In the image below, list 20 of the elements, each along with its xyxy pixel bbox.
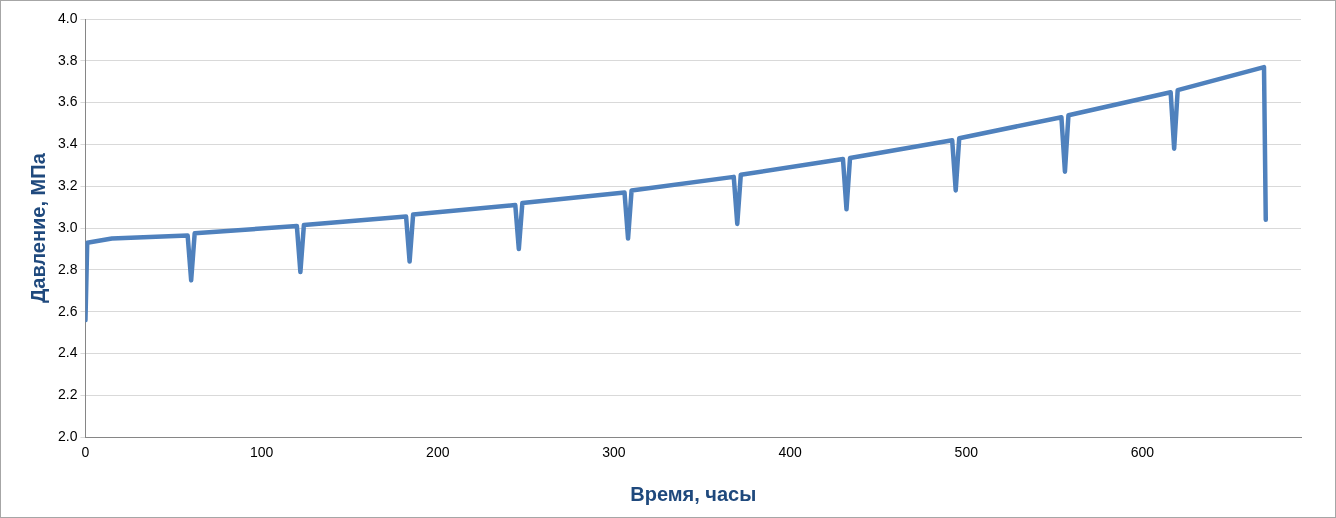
x-tick-label: 0 — [81, 444, 90, 461]
y-tick-label: 3.4 — [57, 135, 78, 152]
x-tick-label: 300 — [602, 444, 626, 461]
y-tick-label: 4.0 — [57, 9, 78, 26]
x-tick-label: 100 — [249, 444, 274, 461]
y-tick-label: 3.8 — [57, 51, 78, 68]
x-tick-label: 200 — [426, 444, 450, 461]
y-tick-label: 2.6 — [57, 302, 78, 319]
x-tick-label: 500 — [954, 444, 979, 461]
y-tick-label: 2.4 — [57, 344, 78, 361]
y-tick-label: 2.2 — [57, 386, 78, 403]
y-tick-label: 3.0 — [57, 218, 78, 235]
x-tick-label: 400 — [778, 444, 803, 461]
y-tick-label: 3.6 — [57, 93, 78, 110]
y-tick-label: 2.0 — [57, 428, 78, 445]
x-tick-label: 600 — [1130, 444, 1155, 461]
y-axis-title: Давление, МПа — [26, 152, 49, 303]
y-tick-label: 3.2 — [57, 177, 78, 194]
x-axis-title: Время, часы — [630, 482, 757, 505]
y-tick-label: 2.8 — [57, 260, 78, 277]
